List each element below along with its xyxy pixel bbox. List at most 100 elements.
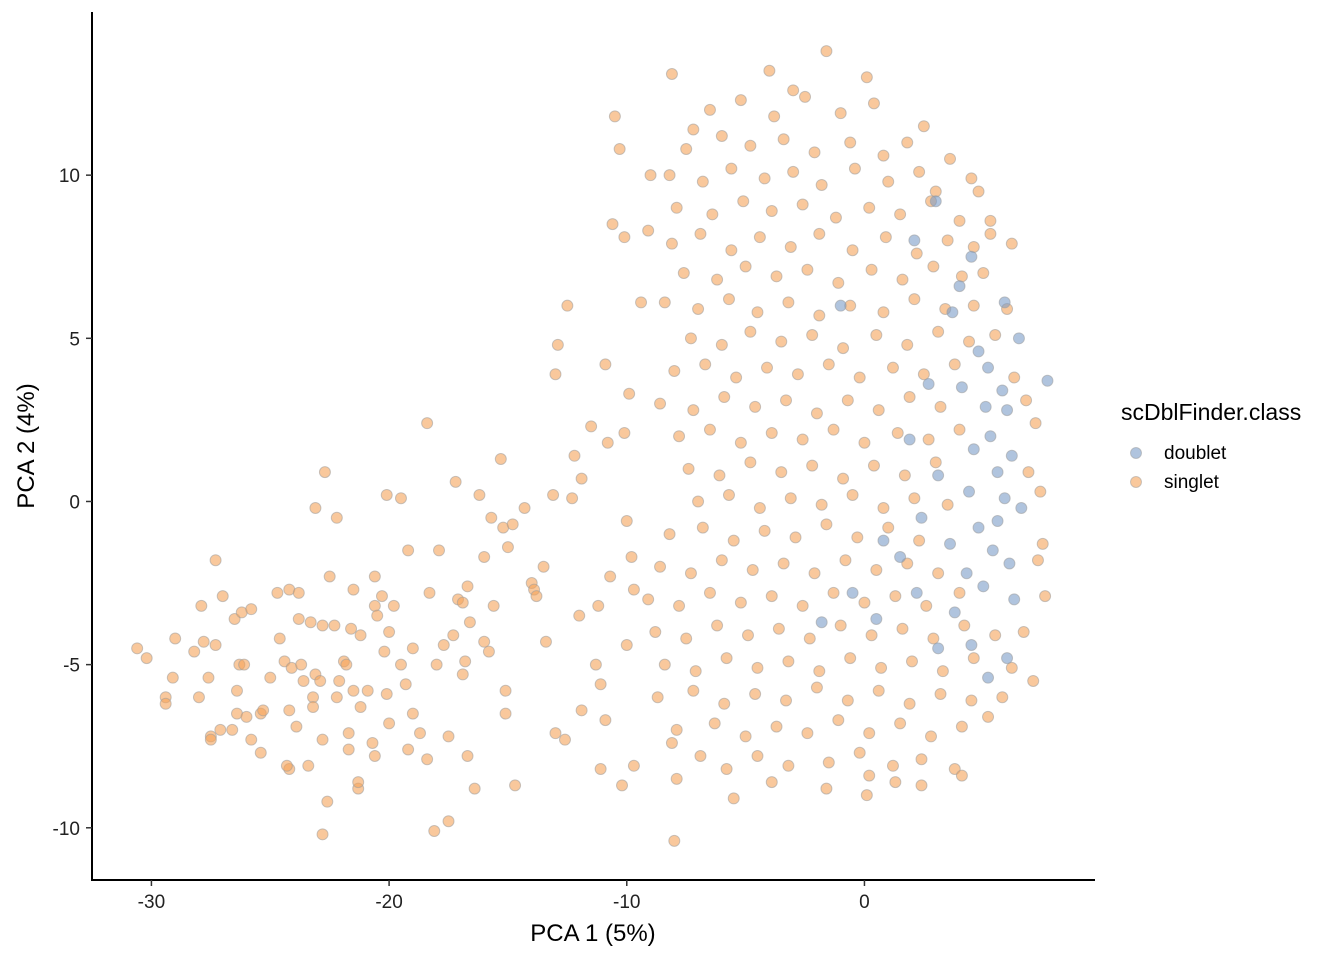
- point-singlet: [673, 599, 686, 612]
- point-singlet: [810, 407, 823, 420]
- point-singlet: [642, 593, 655, 606]
- point-singlet: [722, 488, 735, 501]
- point-singlet: [696, 521, 709, 534]
- point-doublet: [963, 485, 976, 498]
- point-doublet: [967, 443, 980, 456]
- point-singlet: [882, 521, 895, 534]
- point-singlet: [948, 358, 961, 371]
- point-singlet: [863, 727, 876, 740]
- point-singlet: [867, 459, 880, 472]
- point-singlet: [642, 224, 655, 237]
- point-singlet: [703, 423, 716, 436]
- point-singlet: [575, 704, 588, 717]
- point-singlet: [366, 736, 379, 749]
- point-singlet: [853, 746, 866, 759]
- point-singlet: [399, 678, 412, 691]
- point-singlet: [765, 205, 778, 218]
- point-singlet: [430, 658, 443, 671]
- point-singlet: [1005, 237, 1018, 250]
- point-singlet: [347, 583, 360, 596]
- point-singlet: [886, 759, 899, 772]
- y-axis-title: PCA 2 (4%): [13, 383, 40, 508]
- point-singlet: [245, 603, 258, 616]
- point-singlet: [734, 436, 747, 449]
- point-singlet: [872, 404, 885, 417]
- point-singlet: [787, 165, 800, 178]
- point-singlet: [604, 570, 617, 583]
- point-singlet: [739, 260, 752, 273]
- point-singlet: [796, 433, 809, 446]
- point-singlet: [330, 511, 343, 524]
- point-singlet: [651, 691, 664, 704]
- legend-label-singlet: singlet: [1164, 472, 1220, 493]
- point-singlet: [599, 714, 612, 727]
- point-singlet: [506, 518, 519, 531]
- point-singlet: [775, 466, 788, 479]
- point-singlet: [423, 586, 436, 599]
- point-singlet: [739, 730, 752, 743]
- point-singlet: [473, 488, 486, 501]
- point-doublet: [910, 586, 923, 599]
- point-singlet: [772, 622, 785, 635]
- point-singlet: [680, 632, 693, 645]
- point-singlet: [635, 296, 648, 309]
- point-singlet: [908, 492, 921, 505]
- points-layer: [131, 45, 1054, 847]
- point-doublet: [982, 671, 995, 684]
- point-singlet: [558, 733, 571, 746]
- point-singlet: [618, 426, 631, 439]
- point-singlet: [188, 645, 201, 658]
- point-singlet: [803, 632, 816, 645]
- point-singlet: [984, 214, 997, 227]
- point-singlet: [744, 325, 757, 338]
- point-doublet: [965, 639, 978, 652]
- point-singlet: [796, 198, 809, 211]
- point-singlet: [537, 560, 550, 573]
- point-singlet: [456, 668, 469, 681]
- point-doublet: [948, 606, 961, 619]
- y-ticks: -10 -5 0 5 10: [53, 166, 92, 840]
- point-singlet: [727, 792, 740, 805]
- point-singlet: [967, 652, 980, 665]
- point-singlet: [608, 110, 621, 123]
- point-singlet: [485, 511, 498, 524]
- point-doublet: [972, 345, 985, 358]
- point-singlet: [433, 544, 446, 557]
- point-singlet: [915, 753, 928, 766]
- point-singlet: [810, 681, 823, 694]
- point-singlet: [670, 723, 683, 736]
- point-singlet: [777, 557, 790, 570]
- x-axis-title: PCA 1 (5%): [530, 920, 655, 947]
- point-doublet: [972, 521, 985, 534]
- point-singlet: [953, 214, 966, 227]
- point-singlet: [442, 730, 455, 743]
- point-singlet: [917, 368, 930, 381]
- point-singlet: [749, 400, 762, 413]
- point-singlet: [982, 710, 995, 723]
- point-singlet: [730, 371, 743, 384]
- point-singlet: [808, 146, 821, 159]
- point-singlet: [846, 488, 859, 501]
- point-singlet: [936, 665, 949, 678]
- point-doublet: [1012, 332, 1025, 345]
- point-singlet: [378, 645, 391, 658]
- point-singlet: [663, 169, 676, 182]
- point-singlet: [744, 456, 757, 469]
- point-singlet: [851, 531, 864, 544]
- point-singlet: [549, 727, 562, 740]
- point-singlet: [665, 68, 678, 80]
- point-singlet: [967, 299, 980, 312]
- point-doublet: [996, 384, 1009, 397]
- point-singlet: [684, 567, 697, 580]
- point-singlet: [318, 466, 331, 479]
- point-doublet: [953, 280, 966, 293]
- point-singlet: [896, 622, 909, 635]
- point-singlet: [1008, 371, 1021, 384]
- point-singlet: [782, 655, 795, 668]
- point-singlet: [383, 626, 396, 638]
- point-singlet: [753, 502, 766, 514]
- point-singlet: [245, 733, 258, 746]
- point-singlet: [989, 329, 1002, 342]
- point-singlet: [295, 658, 308, 671]
- point-singlet: [202, 671, 215, 684]
